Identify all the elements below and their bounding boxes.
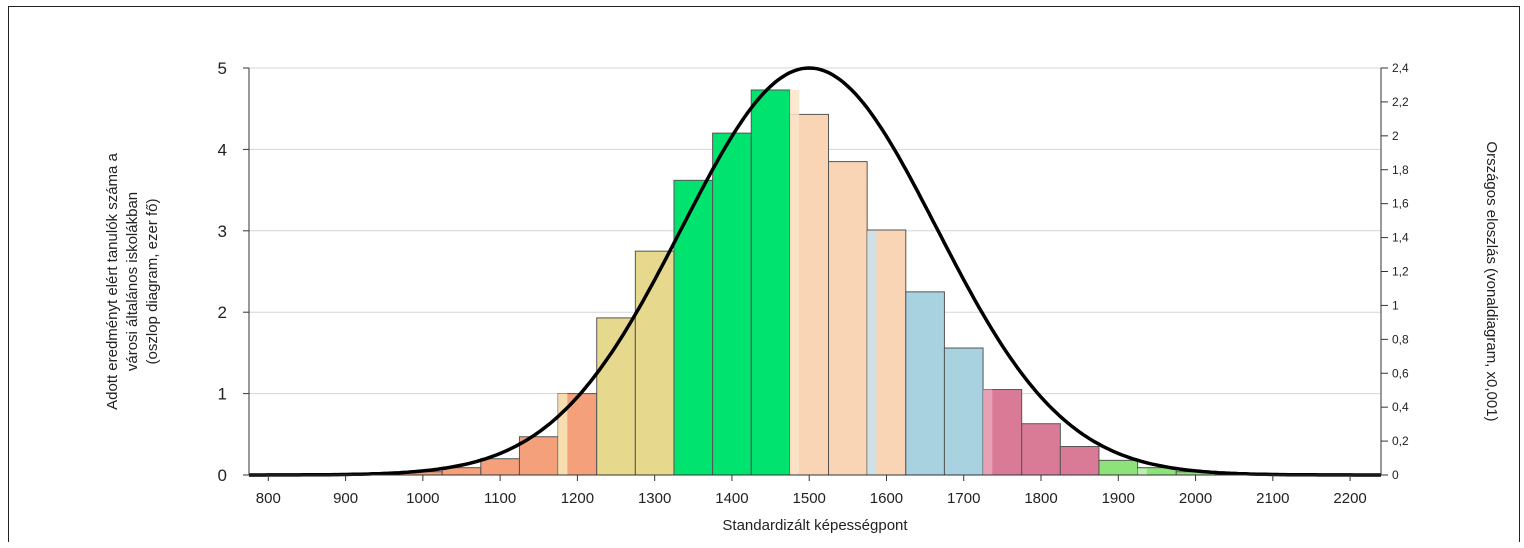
- bar-highlight: [1137, 468, 1147, 475]
- x-axis-title: Standardizált képességpont: [722, 517, 908, 534]
- bar-highlight: [558, 393, 568, 475]
- bar: [673, 179, 714, 476]
- axes-group: [243, 67, 1388, 481]
- distribution-curve: [249, 66, 1381, 477]
- y-left-tick-label: 1: [218, 385, 227, 404]
- bar: [518, 436, 559, 476]
- y-right-tick-label: 0,8: [1392, 332, 1409, 346]
- bar: [1021, 423, 1061, 476]
- bar: [1098, 459, 1139, 476]
- y-right-tick-label: 0,6: [1392, 366, 1409, 380]
- y-right-tick-label: 2: [1392, 129, 1399, 143]
- x-tick-label: 2000: [1179, 490, 1212, 507]
- bar-highlight: [789, 89, 800, 475]
- y-right-tick-label: 1,4: [1392, 231, 1409, 245]
- x-tick-label: 1200: [561, 490, 594, 507]
- y-right-tick-label: 0,4: [1392, 400, 1409, 414]
- chart-frame: 0 1 2 3 4 5 0 0,2 0,4 0,6 0,8 1 1,2 1,4 1,6 1,8 2 2,2 2,4 8…: [8, 6, 1520, 542]
- x-tick-label: 1400: [715, 490, 748, 507]
- x-tick-label: 1700: [947, 490, 980, 507]
- x-tick-label: 1000: [406, 490, 439, 507]
- x-tick-label: 2100: [1256, 490, 1289, 507]
- x-tick-label: 1800: [1024, 490, 1057, 507]
- bar: [480, 458, 520, 476]
- bar-highlight-group: [558, 89, 1147, 475]
- bar: [634, 250, 675, 476]
- y-left-tick-label: 2: [218, 303, 227, 322]
- y-right-tick-label: 0: [1392, 468, 1399, 482]
- bar: [750, 89, 791, 476]
- bar-highlight: [983, 389, 993, 475]
- bar: [1059, 446, 1100, 476]
- y-left-title-line: Adott eredményt elért tanulók száma a: [104, 152, 121, 409]
- x-tick-label: 1900: [1102, 490, 1135, 507]
- x-tick-label: 1100: [484, 490, 516, 507]
- y-left-tick-label: 5: [218, 59, 227, 78]
- y-left-tick-label: 4: [218, 140, 227, 159]
- x-tick-label: 800: [256, 490, 281, 507]
- bar: [596, 317, 636, 476]
- distribution-curve-group: [249, 66, 1381, 477]
- y-right-tick-label: 1,2: [1392, 265, 1409, 279]
- axis-labels-group: 0 1 2 3 4 5 0 0,2 0,4 0,6 0,8 1 1,2 1,4 1,6 1,8 2 2,2 2,4 8…: [104, 59, 1500, 534]
- chart-svg: 0 1 2 3 4 5 0 0,2 0,4 0,6 0,8 1 1,2 1,4 1,6 1,8 2 2,2 2,4 8…: [104, 59, 1500, 534]
- bar: [943, 347, 984, 476]
- y-right-tick-label: 1,6: [1392, 197, 1409, 211]
- y-left-tick-label: 0: [218, 466, 227, 485]
- x-tick-label: 1300: [638, 490, 671, 507]
- bars-group: [248, 89, 1370, 476]
- y-right-tick-label: 0,2: [1392, 434, 1409, 448]
- y-right-tick-label: 2,4: [1392, 61, 1409, 75]
- x-tick-label: 900: [333, 490, 358, 507]
- bar: [905, 291, 945, 476]
- y-left-tick-label: 3: [218, 222, 227, 241]
- y-right-tick-label: 1,8: [1392, 163, 1409, 177]
- bar: [828, 161, 868, 476]
- y-left-title-line: városi általános iskolákban: [124, 192, 141, 371]
- bar-highlight: [867, 230, 877, 475]
- y-right-tick-label: 1: [1392, 298, 1399, 312]
- bar: [712, 132, 752, 476]
- y-right-title: Országos eloszlás (vonaldiagram, x0,001): [1483, 141, 1500, 421]
- y-right-tick-label: 2,2: [1392, 95, 1409, 109]
- x-tick-label: 2200: [1333, 490, 1366, 507]
- x-tick-label: 1500: [793, 490, 826, 507]
- x-tick-label: 1600: [870, 490, 903, 507]
- y-left-title-line: (oszlop diagram, ezer fő): [144, 199, 161, 365]
